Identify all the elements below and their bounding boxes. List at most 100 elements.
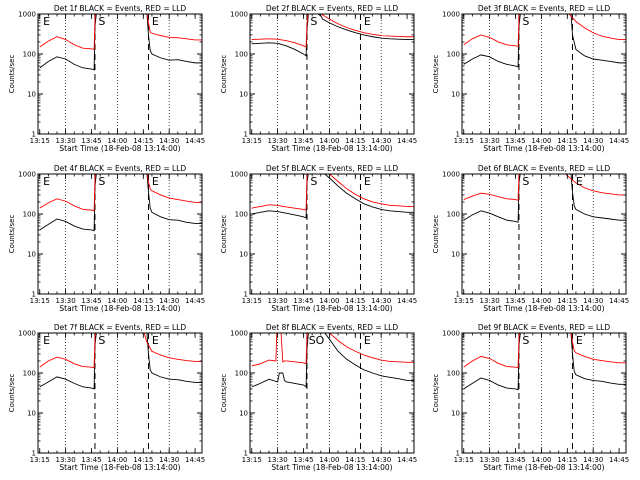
y-tick-label: 10 xyxy=(451,410,460,418)
interval-marker: S xyxy=(98,334,105,347)
y-tick-label: 1000 xyxy=(230,11,248,19)
x-tick-label: 14:30 xyxy=(583,297,603,305)
y-tick-label: 1 xyxy=(456,291,460,299)
x-tick-label: 14:30 xyxy=(159,137,179,145)
x-tick-label: 13:15 xyxy=(242,456,262,464)
y-tick-label: 100 xyxy=(447,211,460,219)
x-axis-label: Start Time (18-Feb-08 13:14:00) xyxy=(271,463,392,472)
panel-title: Det 9f BLACK = Events, RED = LLD xyxy=(478,323,611,332)
y-tick-label: 1000 xyxy=(18,330,36,338)
x-tick-label: 13:45 xyxy=(81,137,101,145)
series-events-line xyxy=(39,14,202,71)
x-tick-label: 13:15 xyxy=(30,456,50,464)
y-tick-label: 100 xyxy=(447,51,460,59)
x-tick-label: 13:15 xyxy=(242,297,262,305)
y-tick-label: 1 xyxy=(32,131,36,139)
x-tick-label: 13:15 xyxy=(30,137,50,145)
x-tick-label: 14:15 xyxy=(557,297,577,305)
x-tick-label: 13:45 xyxy=(293,456,313,464)
x-tick-label: 14:45 xyxy=(397,137,417,145)
series-events-line xyxy=(463,174,626,223)
x-tick-label: 14:45 xyxy=(609,297,629,305)
x-tick-label: 14:15 xyxy=(345,137,365,145)
interval-marker: E xyxy=(364,334,371,347)
x-tick-label: 14:45 xyxy=(185,456,205,464)
y-tick-label: 10 xyxy=(239,410,248,418)
series-events-line xyxy=(463,333,626,391)
series-lld-line xyxy=(463,14,626,47)
detector-panel-5: Det 5f BLACK = Events, RED = LLD S E 1 10 100… xyxy=(220,164,417,313)
panel-title: Det 2f BLACK = Events, RED = LLD xyxy=(266,4,399,13)
x-tick-label: 13:15 xyxy=(454,137,474,145)
x-tick-label: 14:00 xyxy=(531,456,551,464)
interval-marker: S xyxy=(522,175,529,188)
x-tick-label: 13:30 xyxy=(56,297,76,305)
x-axis-label: Start Time (18-Feb-08 13:14:00) xyxy=(483,463,604,472)
x-tick-label: 13:45 xyxy=(293,137,313,145)
x-tick-label: 14:00 xyxy=(107,297,127,305)
x-tick-label: 14:30 xyxy=(159,297,179,305)
y-tick-label: 10 xyxy=(239,251,248,259)
detector-panel-6: Det 6f BLACK = Events, RED = LLD S E 1 10 100… xyxy=(432,164,629,313)
x-tick-label: 14:15 xyxy=(133,456,153,464)
y-tick-label: 100 xyxy=(23,370,36,378)
series-lld-line xyxy=(39,14,202,51)
y-tick-label: 10 xyxy=(27,91,36,99)
x-axis-label: Start Time (18-Feb-08 13:14:00) xyxy=(483,304,604,313)
x-tick-label: 14:45 xyxy=(185,297,205,305)
panel-title: Det 5f BLACK = Events, RED = LLD xyxy=(266,164,399,173)
y-tick-label: 1 xyxy=(456,131,460,139)
y-axis-label: Counts/sec xyxy=(220,55,228,94)
y-tick-label: 100 xyxy=(23,51,36,59)
y-tick-label: 10 xyxy=(451,91,460,99)
series-lld-line xyxy=(39,174,202,212)
series-lld-line xyxy=(251,333,414,367)
interval-marker: S xyxy=(98,175,105,188)
y-tick-label: 1000 xyxy=(230,330,248,338)
x-tick-label: 14:30 xyxy=(371,297,391,305)
x-tick-label: 14:30 xyxy=(371,456,391,464)
y-tick-label: 10 xyxy=(239,91,248,99)
x-tick-label: 14:00 xyxy=(107,456,127,464)
x-axis-label: Start Time (18-Feb-08 13:14:00) xyxy=(59,144,180,153)
interval-marker: E xyxy=(152,334,159,347)
x-tick-label: 13:15 xyxy=(454,456,474,464)
interval-marker: S xyxy=(522,334,529,347)
x-tick-label: 14:00 xyxy=(319,137,339,145)
x-tick-label: 13:30 xyxy=(480,137,500,145)
interval-marker: S xyxy=(310,15,317,28)
y-tick-label: 100 xyxy=(235,211,248,219)
x-tick-label: 14:45 xyxy=(609,456,629,464)
x-tick-label: 13:30 xyxy=(56,456,76,464)
x-tick-label: 13:45 xyxy=(81,456,101,464)
y-axis-label: Counts/sec xyxy=(432,374,440,413)
x-tick-label: 13:30 xyxy=(268,137,288,145)
y-axis-label: Counts/sec xyxy=(432,215,440,254)
interval-marker: E xyxy=(43,334,50,347)
x-axis-label: Start Time (18-Feb-08 13:14:00) xyxy=(59,304,180,313)
interval-marker: E xyxy=(576,175,583,188)
series-lld-line xyxy=(39,333,202,369)
x-tick-label: 14:15 xyxy=(133,137,153,145)
interval-marker: E xyxy=(364,175,371,188)
y-tick-label: 1 xyxy=(244,450,248,458)
series-lld-line xyxy=(251,174,414,211)
detector-panel-4: Det 4f BLACK = Events, RED = LLD E S E 1 10 10… xyxy=(8,164,205,313)
plot-frame xyxy=(249,13,415,135)
interval-marker: E xyxy=(152,15,159,28)
x-tick-label: 14:30 xyxy=(159,456,179,464)
detector-panel-1: Det 1f BLACK = Events, RED = LLD E S E 1 10 10… xyxy=(8,4,205,153)
y-tick-label: 100 xyxy=(235,51,248,59)
x-tick-label: 13:15 xyxy=(30,297,50,305)
interval-marker: E xyxy=(576,334,583,347)
x-tick-label: 13:30 xyxy=(56,137,76,145)
x-tick-label: 14:45 xyxy=(185,137,205,145)
interval-marker: E xyxy=(43,15,50,28)
panel-title: Det 6f BLACK = Events, RED = LLD xyxy=(478,164,611,173)
interval-marker: S xyxy=(310,175,317,188)
plot-frame xyxy=(37,173,203,295)
y-tick-label: 10 xyxy=(27,410,36,418)
plot-frame xyxy=(37,13,203,135)
x-tick-label: 14:45 xyxy=(397,297,417,305)
